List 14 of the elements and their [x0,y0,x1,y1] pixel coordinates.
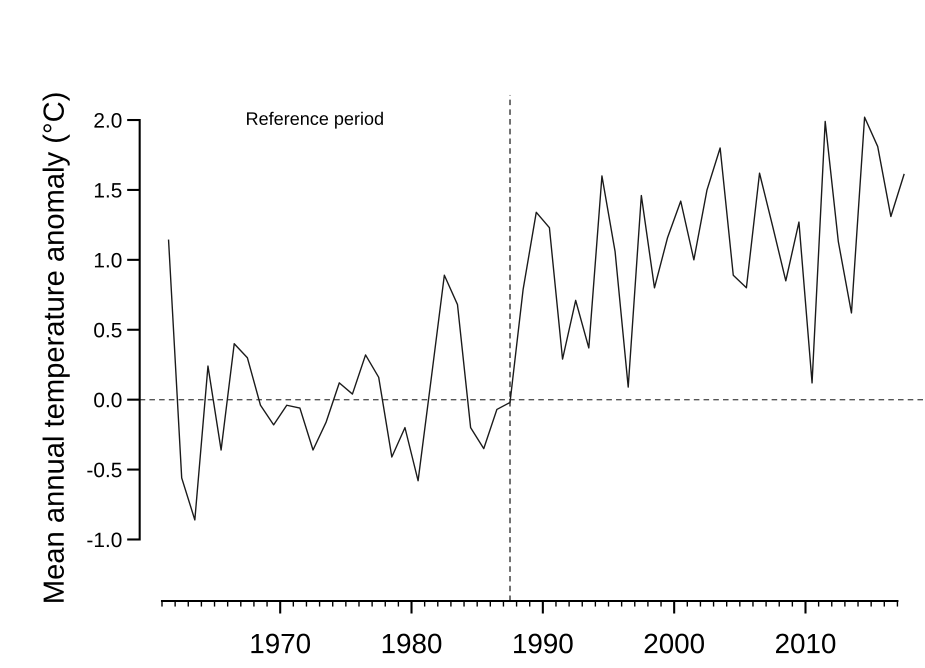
x-tick-label: 2010 [776,634,836,654]
x-tick-label: 2000 [644,634,704,654]
y-tick-label: 1.5 [94,183,122,198]
annotation: Reference period [247,112,383,129]
y-axis-title: Mean annual temperature anomaly (°C) [42,93,70,602]
y-tick-label: 0.5 [94,322,122,338]
y-tick-label: -1.0 [87,532,122,548]
y-tick-label: -0.5 [87,462,122,478]
y-tick-label: 1.0 [94,252,122,268]
x-tick-label: 1990 [514,634,573,654]
x-tick-label: 1970 [251,634,310,654]
x-tick-label: 1980 [382,634,442,654]
y-tick-label: 2.0 [94,113,122,128]
y-tick-label: 0.0 [94,392,122,408]
